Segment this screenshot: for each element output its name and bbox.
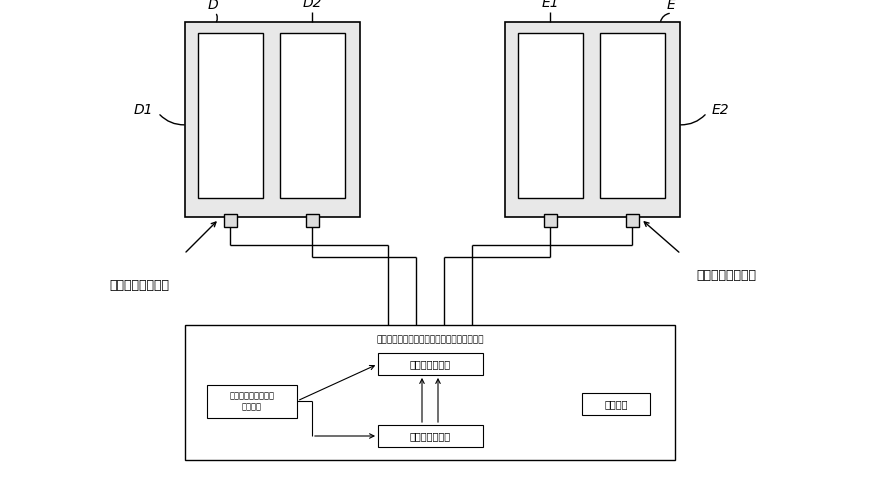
Bar	[626, 214, 639, 227]
Text: データ保存処理: データ保存処理	[410, 359, 451, 369]
Text: E1: E1	[542, 0, 559, 10]
Bar	[198, 33, 263, 198]
Text: データ受信接続口: データ受信接続口	[109, 279, 169, 292]
Bar	[306, 214, 319, 227]
Text: D1: D1	[133, 103, 153, 117]
Text: データ入力処理: データ入力処理	[410, 431, 451, 441]
Text: 制御処理: 制御処理	[604, 399, 628, 409]
Bar	[280, 33, 345, 198]
Text: E2: E2	[712, 103, 730, 117]
Bar	[582, 393, 650, 415]
Bar	[224, 214, 237, 227]
Bar	[518, 33, 583, 198]
Bar	[185, 22, 360, 217]
Text: データ受信接続口: データ受信接続口	[696, 269, 756, 282]
Bar	[378, 425, 483, 447]
Bar	[600, 33, 665, 198]
Bar	[505, 22, 680, 217]
Text: D: D	[208, 0, 219, 12]
Text: E: E	[666, 0, 675, 12]
Text: 演算装置内で実行されている処理プログラム: 演算装置内で実行されている処理プログラム	[376, 335, 484, 344]
Bar	[207, 385, 297, 418]
Text: D2: D2	[303, 0, 322, 10]
Text: データ保存可能容量
検出処理: データ保存可能容量 検出処理	[229, 392, 275, 411]
Bar	[378, 353, 483, 375]
Bar	[185, 325, 675, 460]
Bar	[544, 214, 557, 227]
